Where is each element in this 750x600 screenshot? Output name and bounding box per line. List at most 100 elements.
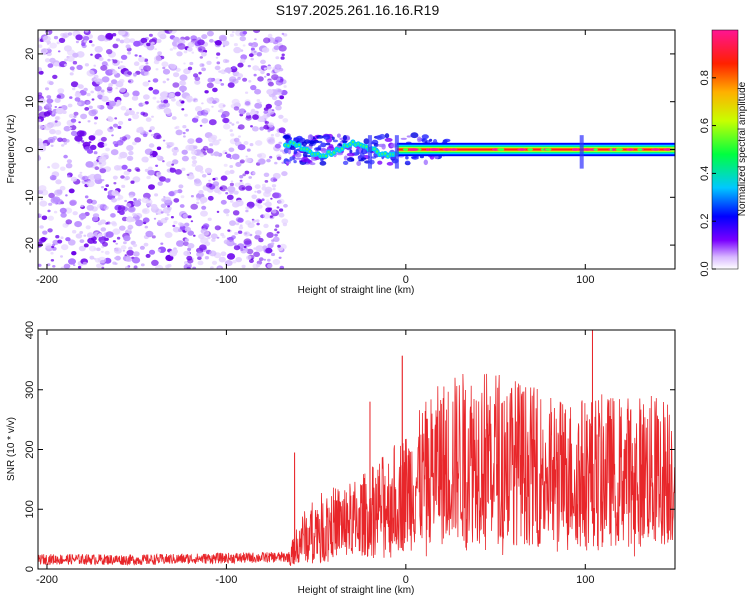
noise-blob xyxy=(69,199,77,206)
noise-blob xyxy=(270,242,275,246)
colorbar-ticks: 0.0 0.2 0.4 0.6 0.8 xyxy=(699,70,716,277)
noise-blob xyxy=(273,45,280,50)
noise-blob xyxy=(237,62,244,68)
noise-blob xyxy=(247,64,251,68)
noise-blob xyxy=(175,129,183,136)
noise-blob xyxy=(258,152,267,159)
noise-blob xyxy=(166,145,171,149)
ridge-early-core xyxy=(297,143,301,147)
noise-blob xyxy=(277,244,281,248)
noise-blob xyxy=(133,265,139,269)
ridge-halo-blob xyxy=(361,148,368,155)
noise-blob xyxy=(231,153,240,160)
noise-blob xyxy=(255,231,261,235)
noise-blob xyxy=(181,167,186,171)
noise-blob xyxy=(135,219,144,227)
noise-blob xyxy=(156,171,162,176)
noise-blob xyxy=(110,213,116,218)
noise-blob xyxy=(197,39,205,46)
noise-blob xyxy=(153,217,157,220)
noise-blob xyxy=(257,76,264,82)
noise-blob xyxy=(131,95,139,101)
noise-blob xyxy=(60,266,65,269)
noise-blob xyxy=(186,266,191,269)
noise-blob xyxy=(224,67,232,73)
noise-blob xyxy=(133,200,142,207)
noise-blob xyxy=(266,73,271,76)
noise-blob xyxy=(204,114,208,117)
noise-blob xyxy=(86,101,90,105)
colorbar-tick-label: 0.4 xyxy=(699,166,711,181)
colorbar-tick-label: 0.2 xyxy=(699,214,711,229)
noise-blob xyxy=(77,84,82,88)
noise-blob xyxy=(59,185,66,191)
noise-blob xyxy=(248,176,252,179)
noise-blob xyxy=(128,246,133,251)
noise-blob xyxy=(42,35,51,43)
noise-blob xyxy=(47,209,51,213)
noise-blob xyxy=(167,205,171,208)
noise-blob xyxy=(43,123,52,131)
noise-blob xyxy=(51,162,60,170)
noise-blob xyxy=(266,89,274,95)
noise-blob xyxy=(132,90,140,97)
noise-blob xyxy=(226,213,229,217)
noise-blob xyxy=(220,114,226,119)
noise-blob xyxy=(121,184,126,188)
noise-blob xyxy=(235,257,242,263)
noise-blob xyxy=(200,210,208,217)
noise-blob xyxy=(230,133,235,137)
ridge-halo-blob xyxy=(294,157,303,160)
noise-blob xyxy=(278,141,283,145)
noise-blob xyxy=(50,251,54,255)
noise-blob xyxy=(47,166,50,169)
noise-blob xyxy=(103,237,107,241)
noise-blob xyxy=(128,150,134,156)
noise-blob xyxy=(159,176,166,182)
noise-blob xyxy=(250,125,253,128)
noise-blob xyxy=(168,96,172,100)
noise-blob xyxy=(274,132,281,138)
noise-blob xyxy=(132,113,140,120)
ridge-early-core xyxy=(332,151,336,154)
ridge-halo-blob xyxy=(356,161,362,166)
noise-blob xyxy=(100,89,105,93)
noise-blob xyxy=(68,258,76,265)
noise-blob xyxy=(102,241,108,247)
noise-blob xyxy=(151,37,158,42)
noise-blob xyxy=(181,149,188,155)
colorbar-label: Normalized spectral amplitude xyxy=(737,81,748,216)
noise-blob xyxy=(38,44,43,48)
ridge-speckle xyxy=(432,148,438,151)
noise-blob xyxy=(274,228,278,232)
noise-blob xyxy=(108,100,117,107)
ridge-halo-blob xyxy=(421,134,429,140)
noise-blob xyxy=(156,100,160,104)
ridge-halo-blob xyxy=(386,161,394,166)
noise-blob xyxy=(258,68,262,72)
noise-blob xyxy=(38,145,47,152)
noise-blob xyxy=(47,136,56,144)
noise-blob xyxy=(39,225,44,229)
noise-blob xyxy=(129,194,134,199)
noise-blob xyxy=(214,225,221,231)
noise-blob xyxy=(101,76,110,83)
ridge-halo-blob xyxy=(406,135,412,138)
ridge-halo-blob xyxy=(358,159,365,162)
noise-blob xyxy=(129,38,136,43)
noise-blob xyxy=(274,192,282,199)
noise-blob xyxy=(47,47,51,50)
noise-blob xyxy=(40,198,43,201)
snr-series-line xyxy=(38,330,675,566)
noise-blob xyxy=(246,112,250,116)
noise-blob xyxy=(192,160,198,164)
noise-blob xyxy=(263,37,271,44)
noise-blob xyxy=(172,82,180,88)
noise-blob xyxy=(187,263,191,266)
noise-blob xyxy=(229,157,233,160)
noise-blob xyxy=(212,100,217,105)
noise-blob xyxy=(275,79,284,86)
noise-blob xyxy=(154,193,159,197)
noise-blob xyxy=(147,202,153,207)
ridge-halo-blob xyxy=(320,142,327,148)
